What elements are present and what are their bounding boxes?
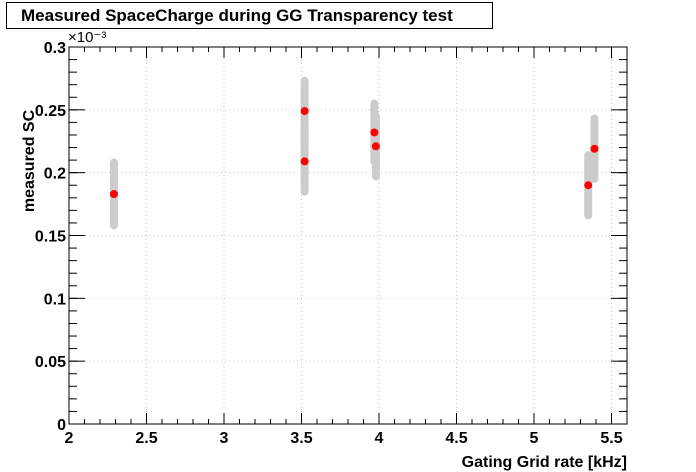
x-axis-title: Gating Grid rate [kHz] xyxy=(462,454,627,471)
chart-title: Measured SpaceCharge during GG Transpare… xyxy=(6,2,493,29)
x-tick-label: 4 xyxy=(375,430,384,447)
data-point xyxy=(300,107,309,116)
axis-ticks xyxy=(68,46,628,425)
y-tick-labels: 0 0.05 0.1 0.15 0.2 0.25 0.3 xyxy=(35,40,66,434)
x-tick-label: 5.5 xyxy=(600,430,622,447)
data-points xyxy=(109,107,599,199)
data-point xyxy=(109,190,118,199)
plot-frame xyxy=(68,46,628,425)
grid xyxy=(68,46,627,425)
x-tick-labels: 2 2.5 3 3.5 4 4.5 5 5.5 xyxy=(65,430,623,447)
data-point xyxy=(584,181,593,190)
error-bars xyxy=(109,76,599,230)
x-tick-label: 3.5 xyxy=(290,430,312,447)
y-tick-label: 0.15 xyxy=(35,229,66,246)
y-axis-multiplier: ×10⁻³ xyxy=(68,29,106,46)
y-tick-label: 0.1 xyxy=(44,291,66,308)
x-tick-label: 2.5 xyxy=(135,430,157,447)
y-tick-label: 0.25 xyxy=(35,103,66,120)
y-tick-label: 0.3 xyxy=(44,40,66,57)
data-point xyxy=(590,144,599,153)
x-tick-label: 5 xyxy=(530,430,539,447)
data-point xyxy=(370,128,379,137)
x-tick-label: 3 xyxy=(220,430,229,447)
y-tick-label: 0.2 xyxy=(44,166,66,183)
data-point xyxy=(300,157,309,166)
x-tick-label: 2 xyxy=(65,430,74,447)
x-tick-label: 4.5 xyxy=(445,430,467,447)
data-point xyxy=(371,142,380,151)
y-tick-label: 0.05 xyxy=(35,354,66,371)
y-tick-label: 0 xyxy=(57,417,66,434)
y-axis-title: measured SC xyxy=(21,109,38,212)
